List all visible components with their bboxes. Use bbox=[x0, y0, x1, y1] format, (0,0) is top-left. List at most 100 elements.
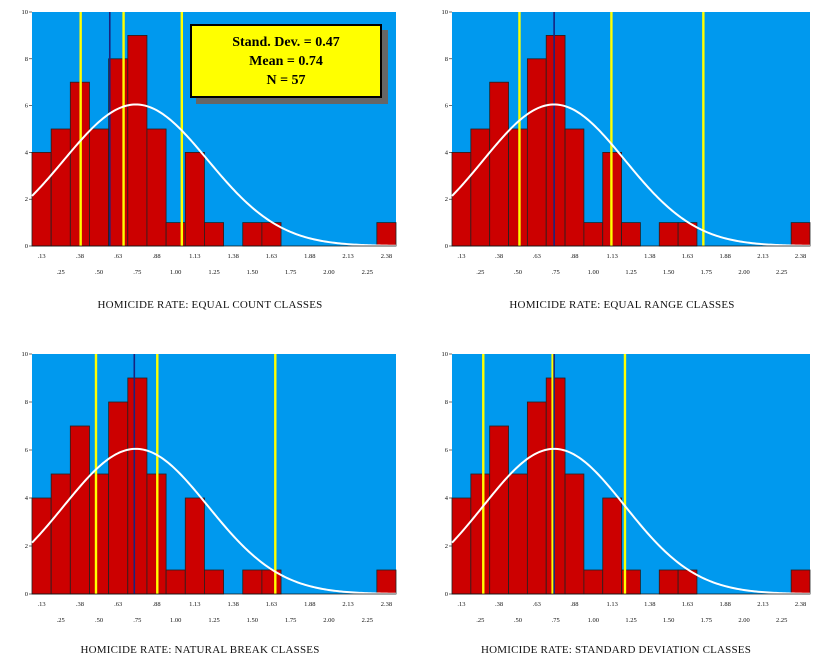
x-tick-label: .13 bbox=[457, 253, 465, 260]
y-tick-label: 6 bbox=[25, 103, 29, 110]
histogram-bar bbox=[470, 473, 491, 595]
x-tick-label: 1.75 bbox=[285, 617, 296, 624]
histogram-bar bbox=[184, 497, 205, 595]
histogram-bar bbox=[451, 497, 472, 595]
histogram-bar bbox=[564, 128, 585, 247]
histogram-bar bbox=[790, 222, 811, 247]
histogram-bar bbox=[69, 425, 90, 595]
histogram-bar bbox=[470, 128, 491, 247]
x-tick-label: 2.25 bbox=[362, 617, 373, 624]
histogram-bar bbox=[127, 35, 148, 247]
x-tick-label: .25 bbox=[476, 617, 484, 624]
histogram-bar bbox=[204, 222, 224, 247]
x-tick-label: 1.63 bbox=[682, 601, 693, 608]
x-tick-label: .63 bbox=[114, 253, 122, 260]
x-tick-label: 1.25 bbox=[625, 269, 636, 276]
y-tick-label: 0 bbox=[25, 243, 28, 250]
mean-label: Mean = 0.74 bbox=[249, 53, 323, 69]
x-tick-label: 1.00 bbox=[170, 269, 181, 276]
histogram-bar bbox=[146, 128, 167, 247]
histogram-bar bbox=[451, 151, 472, 247]
x-tick-label: 2.00 bbox=[323, 617, 334, 624]
chart-title: HOMICIDE RATE: EQUAL RANGE CLASSES bbox=[509, 299, 735, 311]
histogram-bar bbox=[204, 569, 224, 595]
normal-curve bbox=[31, 447, 397, 595]
histogram-chart: 0 2 4 6 8 10 .13 .38 .63 .88 1.13 1.38 1.63 1.88 2.13 2… bbox=[22, 351, 397, 624]
histogram-bar bbox=[545, 377, 566, 595]
n-label: N = 57 bbox=[266, 72, 306, 88]
y-tick-label: 8 bbox=[445, 56, 448, 63]
chart-title: HOMICIDE RATE: STANDARD DEVIATION CLASSE… bbox=[480, 644, 752, 656]
y-tick-label: 0 bbox=[25, 591, 28, 598]
histogram-bar bbox=[31, 151, 52, 247]
x-tick-label: 2.25 bbox=[776, 269, 787, 276]
x-tick-label: .50 bbox=[514, 617, 522, 624]
histogram-bar bbox=[242, 569, 263, 595]
x-tick-label: 2.00 bbox=[738, 269, 749, 276]
x-tick-label: 1.38 bbox=[644, 253, 655, 260]
chart-panel-equal-count: 0 2 4 6 8 10 .13 .38 .63 .88 1.13 1.38 1.63 1.88 2.13 2… bbox=[0, 0, 408, 330]
histogram-bar bbox=[489, 425, 509, 595]
x-tick-label: 2.38 bbox=[795, 601, 806, 608]
x-tick-label: .75 bbox=[552, 617, 560, 624]
x-tick-label: .50 bbox=[95, 269, 103, 276]
x-tick-label: 2.00 bbox=[738, 617, 749, 624]
y-tick-label: 6 bbox=[445, 103, 449, 110]
x-tick-label: 1.75 bbox=[701, 617, 712, 624]
y-tick-label: 0 bbox=[445, 243, 448, 250]
x-tick-label: 2.00 bbox=[323, 269, 334, 276]
chart-panel-standard-deviation: 0 2 4 6 8 10 .13 .38 .63 .88 1.13 1.38 1.63 1.88 2.13 2… bbox=[420, 340, 816, 660]
y-tick-label: 0 bbox=[445, 591, 448, 598]
histogram-bar bbox=[508, 473, 528, 595]
histogram-chart: 0 2 4 6 8 10 .13 .38 .63 .88 1.13 1.38 1.63 1.88 2.13 2… bbox=[442, 351, 811, 624]
histogram-bar bbox=[583, 569, 604, 595]
y-tick-label: 6 bbox=[445, 447, 449, 454]
histogram-bar bbox=[108, 401, 129, 595]
histogram-bar bbox=[242, 222, 263, 247]
x-tick-label: .50 bbox=[514, 269, 522, 276]
x-tick-label: 2.38 bbox=[381, 601, 392, 608]
x-tick-label: .38 bbox=[495, 253, 503, 260]
y-tick-label: 2 bbox=[25, 196, 28, 203]
y-tick-label: 8 bbox=[25, 399, 28, 406]
histogram-bar bbox=[50, 128, 71, 247]
statistics-box: Stand. Dev. = 0.47 Mean = 0.74 N = 57 bbox=[190, 24, 382, 98]
x-tick-label: .13 bbox=[38, 253, 46, 260]
histogram-bar bbox=[658, 222, 679, 247]
x-tick-label: 1.38 bbox=[644, 601, 655, 608]
x-tick-label: 1.25 bbox=[208, 617, 219, 624]
chart-title: HOMICIDE RATE: NATURAL BREAK CLASSES bbox=[80, 644, 320, 656]
histogram-chart: 0 2 4 6 8 10 .13 .38 .63 .88 1.13 1.38 1.63 1.88 2.13 2… bbox=[442, 9, 811, 276]
x-tick-label: .38 bbox=[76, 601, 84, 608]
histogram-bar bbox=[184, 151, 205, 247]
x-tick-label: 1.88 bbox=[304, 601, 315, 608]
histogram-bar bbox=[508, 128, 528, 247]
y-tick-label: 10 bbox=[442, 9, 449, 16]
y-tick-label: 4 bbox=[25, 495, 29, 502]
y-tick-label: 10 bbox=[22, 351, 29, 358]
x-tick-label: .25 bbox=[476, 269, 484, 276]
x-tick-label: .75 bbox=[133, 617, 141, 624]
histogram-bar bbox=[376, 569, 397, 595]
x-tick-label: .38 bbox=[76, 253, 84, 260]
std-dev-label: Stand. Dev. = 0.47 bbox=[232, 34, 340, 50]
x-tick-label: 2.38 bbox=[381, 253, 392, 260]
histogram-bar bbox=[489, 81, 509, 247]
histogram-bar bbox=[526, 401, 547, 595]
x-tick-label: .13 bbox=[457, 601, 465, 608]
y-tick-label: 4 bbox=[445, 149, 449, 156]
normal-curve bbox=[31, 103, 397, 247]
normal-curve bbox=[451, 103, 811, 247]
histogram-bar bbox=[127, 377, 148, 595]
x-tick-label: .63 bbox=[114, 601, 122, 608]
x-tick-label: 1.88 bbox=[304, 253, 315, 260]
x-tick-label: 1.38 bbox=[227, 601, 238, 608]
histogram-bar bbox=[545, 35, 566, 247]
x-tick-label: 2.13 bbox=[757, 601, 768, 608]
histogram-bar bbox=[89, 473, 110, 595]
x-tick-label: .88 bbox=[570, 601, 578, 608]
x-tick-label: 2.25 bbox=[776, 617, 787, 624]
x-tick-label: .88 bbox=[152, 601, 160, 608]
x-tick-label: .38 bbox=[495, 601, 503, 608]
x-tick-label: 1.63 bbox=[266, 253, 277, 260]
